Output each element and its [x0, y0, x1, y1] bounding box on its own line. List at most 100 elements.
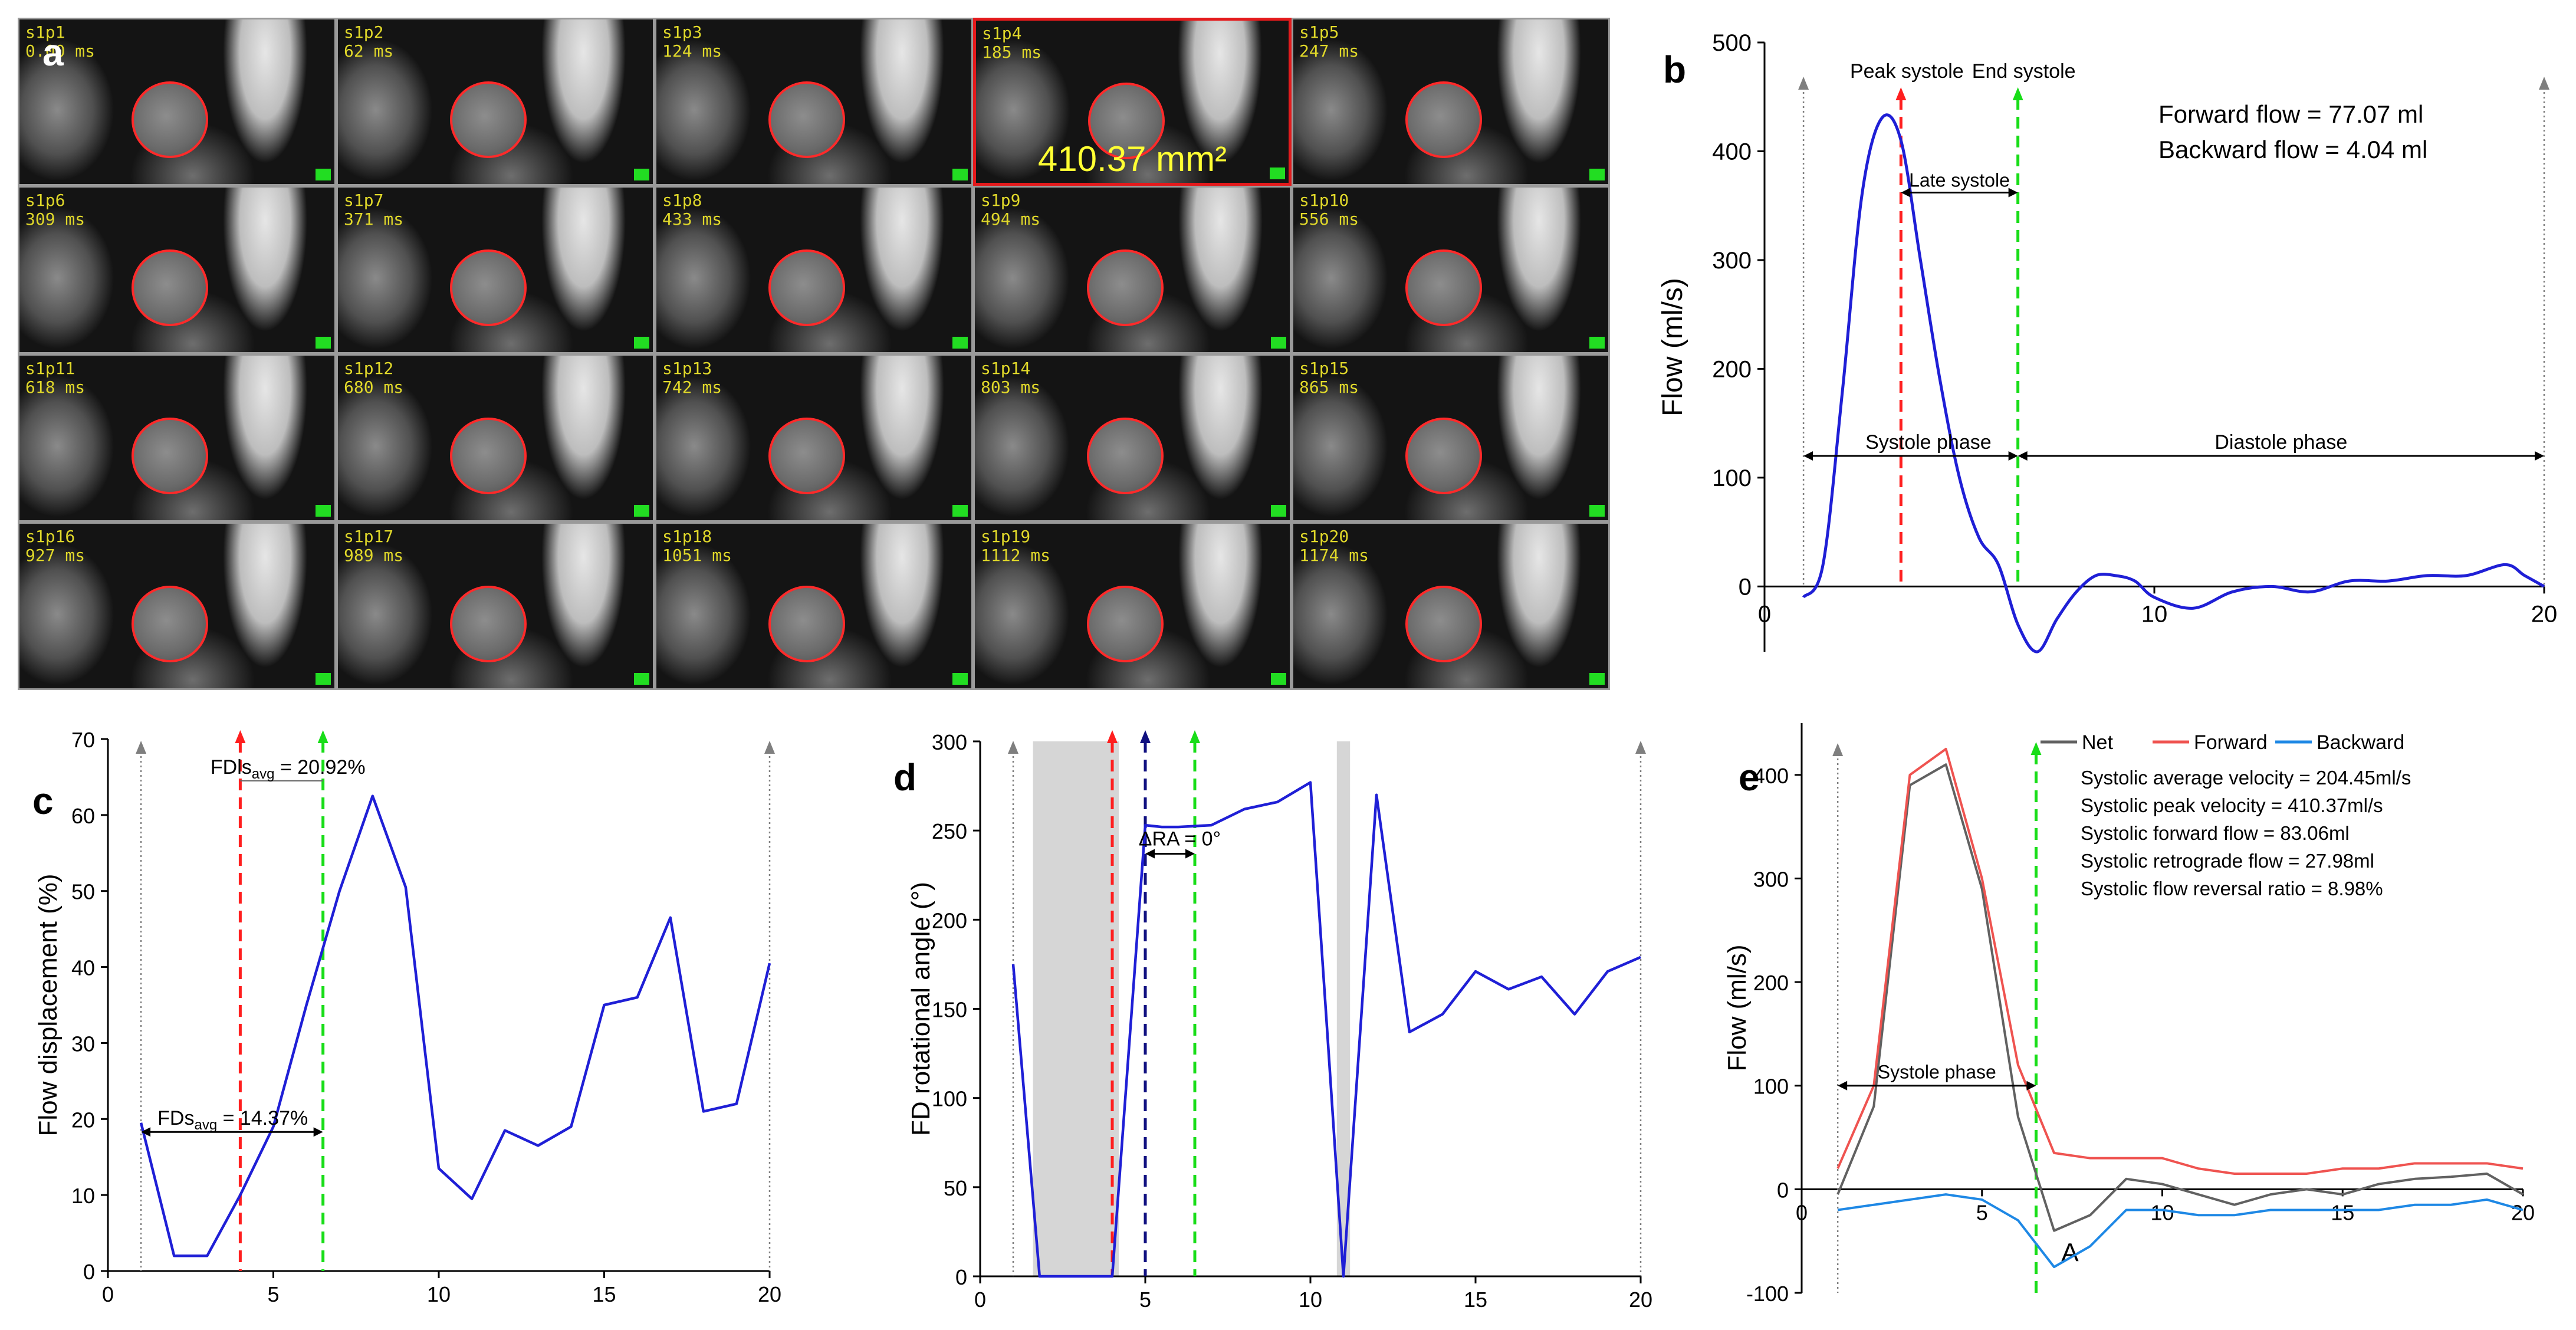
y-axis-label: Flow displacement (%): [34, 873, 63, 1136]
delta-ra-label: ΔRA = 0°: [1139, 827, 1221, 850]
tile-label: s1p7 371 ms: [344, 191, 403, 229]
y-tick-label: 200: [1712, 356, 1752, 382]
marker-arrow-red: [1895, 87, 1907, 100]
green-marker: [952, 505, 968, 517]
tile-id: s1p7: [344, 191, 384, 210]
aorta-contour: [132, 586, 208, 662]
mri-tile-s1p10: s1p10 556 ms: [1292, 186, 1610, 354]
diastole-phase-arrow-head-left: [2018, 451, 2028, 461]
aorta-contour: [1087, 249, 1164, 326]
fdls-label: FDlsavg = 20.92%: [211, 756, 366, 782]
tile-time: 309 ms: [25, 209, 86, 229]
flow-curve: [1802, 113, 2545, 653]
late-systole-arrow-head-right: [2008, 188, 2018, 198]
tile-id: s1p19: [981, 527, 1031, 546]
tile-id: s1p6: [25, 191, 65, 210]
tile-time: 803 ms: [981, 377, 1041, 397]
y-tick-label: 10: [71, 1184, 95, 1208]
x-tick-label: 15: [2331, 1200, 2354, 1224]
green-marker: [1589, 169, 1605, 180]
peak-systole-label: Peak systole: [1850, 60, 1964, 83]
x-tick-label: 10: [427, 1282, 451, 1306]
tile-label: s1p16 927 ms: [25, 527, 85, 565]
green-marker: [1589, 673, 1605, 685]
y-tick-label: 150: [932, 998, 967, 1022]
y-tick-label: 100: [1712, 465, 1752, 491]
x-tick-label: 0: [974, 1288, 986, 1312]
mri-tile-grid: s1p1 0.00 ms s1p2 62 ms s1p3 124 ms s1p4 185 ms…: [18, 18, 1610, 690]
x-tick-label: 15: [592, 1282, 616, 1306]
marker-arrow-grey: [1008, 741, 1018, 754]
tile-time: 618 ms: [25, 377, 86, 397]
tile-label: s1p18 1051 ms: [662, 527, 732, 565]
chart-c-flow-displacement: 0 10 20 30 40 50 60 70 0 5 10 15 20 Flow displacement…: [32, 728, 781, 1306]
green-marker: [1271, 673, 1286, 685]
delta-ra-arrow-head-right: [1185, 849, 1195, 859]
y-tick-label: 50: [944, 1176, 967, 1200]
aorta-contour: [1087, 586, 1164, 662]
x-tick-label: 0: [102, 1282, 114, 1306]
tile-id: s1p11: [25, 359, 75, 378]
marker-arrow-green: [2012, 87, 2023, 100]
panel-letter-d: d: [893, 756, 916, 799]
tile-time: 680 ms: [344, 377, 404, 397]
systole-phase-arrow-head-left: [1803, 451, 1813, 461]
mri-tile-s1p8: s1p8 433 ms: [655, 186, 973, 354]
tile-time: 1174 ms: [1299, 546, 1369, 565]
shaded-region: [1033, 741, 1119, 1276]
stat-line: Systolic average velocity = 204.45ml/s: [2081, 767, 2411, 789]
mri-tile-s1p15: s1p15 865 ms: [1292, 354, 1610, 522]
panel-letter-b: b: [1663, 48, 1686, 91]
systole-phase-label: Systole phase: [1865, 431, 1992, 454]
stat-line: Systolic flow reversal ratio = 8.98%: [2081, 878, 2383, 899]
fds-label: FDsavg = 14.37%: [157, 1107, 308, 1133]
series-backward: [1837, 1193, 2524, 1269]
mri-tile-s1p11: s1p11 618 ms: [18, 354, 336, 522]
systole-phase-arrow-head-right: [2026, 1081, 2036, 1091]
y-tick-label: 400: [1712, 139, 1752, 165]
y-tick-label: 250: [932, 819, 967, 843]
tile-label: s1p20 1174 ms: [1299, 527, 1369, 565]
green-marker: [316, 337, 331, 349]
aorta-contour: [1087, 418, 1164, 494]
green-marker: [316, 673, 331, 685]
tile-time: 371 ms: [344, 209, 404, 229]
x-tick-label: 10: [1299, 1288, 1322, 1312]
y-tick-label: 500: [1712, 30, 1752, 56]
fds-arrow-head-left: [141, 1127, 151, 1137]
x-tick-label: 20: [2511, 1200, 2535, 1224]
green-marker: [1270, 168, 1285, 179]
x-axis-label: A: [2061, 1238, 2079, 1267]
marker-arrow-grey: [136, 741, 147, 754]
tile-id: s1p17: [344, 527, 394, 546]
green-marker: [1271, 337, 1286, 349]
tile-label: s1p13 742 ms: [662, 359, 722, 397]
y-tick-label: 20: [71, 1108, 95, 1132]
mri-tile-s1p17: s1p17 989 ms: [336, 522, 655, 690]
marker-arrow-grey: [2539, 77, 2549, 90]
tile-id: s1p20: [1299, 527, 1349, 546]
green-marker: [952, 673, 968, 685]
x-tick-label: 10: [2150, 1200, 2174, 1224]
marker-arrow-grey: [1832, 743, 1844, 756]
diastole-phase-arrow-head-right: [2535, 451, 2544, 461]
panel-letter-c: c: [32, 780, 54, 822]
fdls-label-part: = 20.92%: [275, 756, 366, 779]
tile-id: s1p14: [981, 359, 1031, 378]
mri-tile-s1p18: s1p18 1051 ms: [655, 522, 973, 690]
tile-time: 62 ms: [344, 41, 394, 61]
x-tick-label: 15: [1464, 1288, 1487, 1312]
fdls-label-part: avg: [252, 766, 275, 782]
stat-line: Systolic forward flow = 83.06ml: [2081, 822, 2350, 844]
tile-label: s1p19 1112 ms: [981, 527, 1050, 565]
fds-label-part: FDs: [157, 1107, 194, 1129]
y-axis-label: Flow (ml/s): [1657, 278, 1688, 416]
tile-id: s1p10: [1299, 191, 1349, 210]
y-axis-label: FD rotational angle (°): [906, 882, 935, 1136]
marker-arrow-grey: [1635, 741, 1646, 754]
green-marker: [634, 337, 649, 349]
y-tick-label: 0: [83, 1260, 95, 1284]
stat-line: Systolic retrograde flow = 27.98ml: [2081, 850, 2374, 872]
legend-label-backward: Backward: [2317, 731, 2404, 754]
marker-arrow-green: [317, 730, 328, 743]
